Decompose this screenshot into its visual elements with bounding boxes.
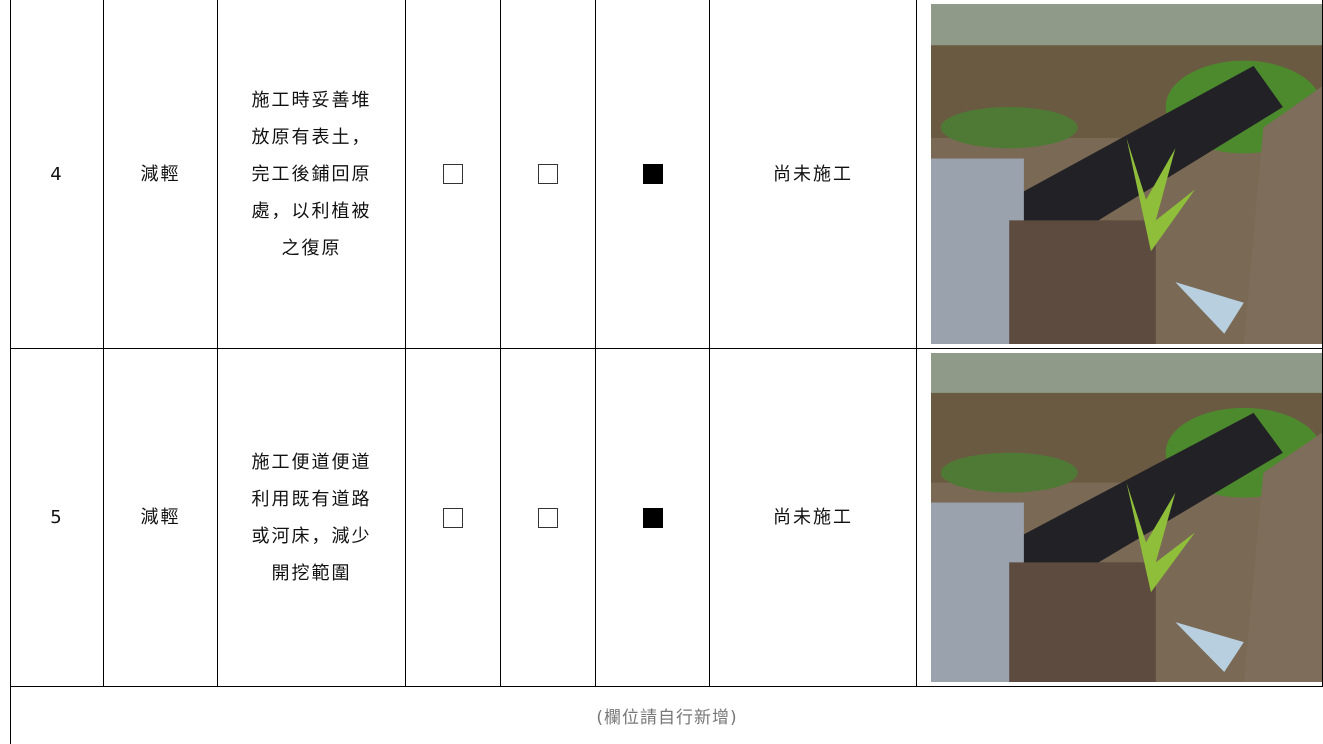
measure-cell: 施工時妥善堆 放原有表土， 完工後鋪回原 處，以利植被 之復原	[217, 0, 405, 349]
status: 尚未施工	[773, 507, 853, 528]
photo-cell	[916, 349, 1323, 687]
no-cell: 4	[10, 0, 103, 349]
measure-line: 放原有表土，	[251, 126, 372, 148]
measure-line: 施工便道便道	[251, 451, 372, 473]
footer-note: (欄位請自行新增)	[10, 687, 1323, 744]
row-number: 4	[50, 163, 64, 185]
status-cell: 尚未施工	[709, 349, 916, 687]
checkbox	[642, 164, 663, 184]
photo-cell	[916, 0, 1323, 349]
checkbox	[538, 164, 558, 184]
check-cell	[500, 0, 595, 349]
measure-line: 之復原	[281, 237, 342, 259]
check-cell	[595, 349, 709, 687]
measure-line: 或河床，減少	[251, 525, 372, 547]
measure-line: 處，以利植被	[251, 200, 372, 222]
measure-type: 減輕	[140, 507, 181, 528]
measure-line: 施工時妥善堆	[251, 89, 372, 111]
measure-type: 減輕	[140, 163, 181, 185]
status: 尚未施工	[773, 163, 853, 185]
row-number: 5	[50, 507, 64, 528]
no-cell: 5	[10, 349, 103, 687]
checkbox	[443, 164, 463, 184]
check-cell	[500, 349, 595, 687]
type-cell: 減輕	[103, 349, 217, 687]
checkbox	[642, 507, 663, 528]
check-cell	[595, 0, 709, 349]
status-cell: 尚未施工	[709, 0, 916, 349]
measure-line: 利用既有道路	[251, 488, 372, 510]
checkbox	[443, 507, 463, 528]
measure-cell: 施工便道便道 利用既有道路 或河床，減少 開挖範圍	[217, 349, 405, 687]
site-photo	[931, 353, 1322, 682]
checkbox	[538, 507, 558, 528]
measure-line: 完工後鋪回原	[251, 163, 372, 185]
type-cell: 減輕	[103, 0, 217, 349]
site-photo	[931, 4, 1322, 344]
check-cell	[405, 349, 500, 687]
measure-line: 開挖範圍	[271, 562, 352, 584]
check-cell	[405, 0, 500, 349]
